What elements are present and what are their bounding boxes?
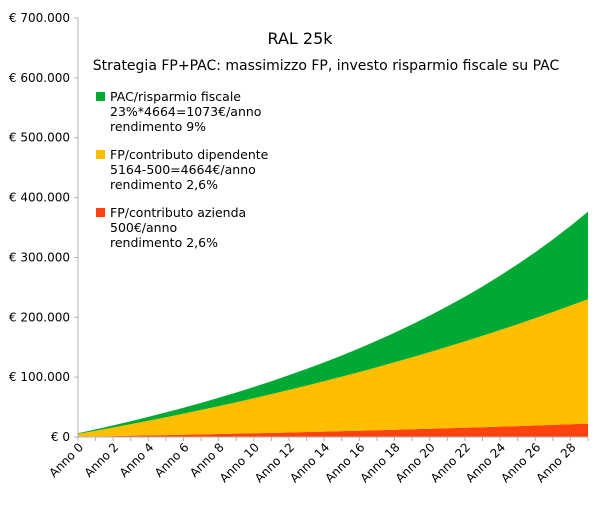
legend: PAC/risparmio fiscale23%*4664=1073€/anno… [96,89,269,250]
y-tick-label: € 200.000 [9,310,70,324]
legend-series-name: FP/contributo azienda [110,205,246,220]
legend-note: rendimento 2,6% [110,177,218,192]
x-tick-label: Anno 6 [152,440,192,480]
legend-note: 500€/anno [110,220,177,235]
y-tick-label: € 500.000 [9,131,70,145]
areas [78,211,588,437]
area-series-3 [78,211,588,434]
legend-note: rendimento 9% [110,119,206,134]
y-tick-label: € 400.000 [9,191,70,205]
legend-series-name: PAC/risparmio fiscale [110,89,241,104]
y-tick-label: € 600.000 [9,71,70,85]
chart-title: RAL 25k [267,29,333,48]
area-series-2 [78,299,588,437]
area-series-1 [78,423,588,437]
chart-subtitle: Strategia FP+PAC: massimizzo FP, investo… [93,58,560,74]
legend-swatch [96,150,105,159]
x-tick-label: Anno 2 [82,440,122,480]
y-tick-label: € 700.000 [9,11,70,25]
legend-note: rendimento 2,6% [110,235,218,250]
y-tick-label: € 100.000 [9,370,70,384]
legend-note: 5164-500=4664€/anno [110,162,256,177]
legend-note: 23%*4664=1073€/anno [110,104,261,119]
legend-swatch [96,92,105,101]
x-tick-label: Anno 4 [117,440,157,480]
y-tick-label: € 0 [51,430,70,444]
legend-series-name: FP/contributo dipendente [110,147,269,162]
x-tick-label: Anno 0 [46,440,86,480]
y-tick-label: € 300.000 [9,250,70,264]
legend-swatch [96,208,105,217]
